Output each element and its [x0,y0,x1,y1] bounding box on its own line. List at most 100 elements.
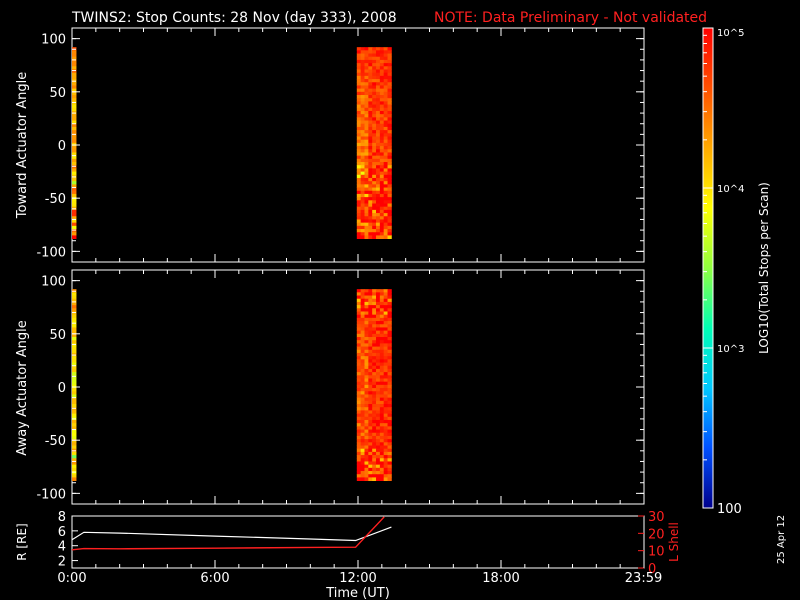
heatmap-cell [376,317,381,322]
heatmap-cell [356,82,362,86]
heatmap-cell [360,397,365,402]
heatmap-cell [383,66,388,70]
heatmap-cell [356,432,362,437]
heatmap-cell [379,378,385,383]
heatmap-cell [364,75,369,80]
heatmap-cell [372,451,377,456]
heatmap-cell [72,213,77,217]
heatmap-cell [383,365,388,370]
heatmap-cell [72,477,77,481]
lshell-tick-label: 0 [648,562,656,577]
heatmap-cell [360,203,365,208]
heatmap-cell [72,474,77,478]
y-tick-label: 100 [41,275,66,290]
heatmap-cell [368,435,373,440]
heatmap-cell [356,104,362,109]
heatmap-cell [376,101,381,105]
heatmap-cell [356,292,362,296]
heatmap-cell [383,442,388,446]
heatmap-cell [376,381,381,386]
heatmap-cell [364,356,369,360]
heatmap-cell [360,314,365,319]
heatmap-cell [383,213,388,217]
heatmap-cell [372,136,377,141]
heatmap-cell [376,222,381,227]
heatmap-cell [376,333,381,338]
heatmap-cell [383,404,388,408]
heatmap-cell [368,432,373,437]
heatmap-cell [356,235,362,239]
heatmap-cell [372,225,377,230]
heatmap-cell [364,126,369,131]
heatmap-cell [364,133,369,137]
heatmap-cell [368,117,373,121]
heatmap-cell [387,352,392,357]
heatmap-cell [356,413,362,418]
heatmap-cell [379,311,385,316]
heatmap-cell [368,79,373,83]
heatmap-cell [372,378,377,383]
heatmap-cell [387,152,392,157]
heatmap-cell [368,461,373,466]
heatmap-cell [356,171,362,176]
heatmap-cell [387,165,392,169]
heatmap-cell [72,301,77,306]
heatmap-cell [360,455,365,459]
heatmap-cell [379,289,385,293]
heatmap-cell [368,174,373,179]
figure-title: TWINS2: Stop Counts: 28 Nov (day 333), 2… [71,10,397,26]
heatmap-cell [368,75,373,80]
heatmap-cell [368,146,373,150]
heatmap-cell [364,292,369,296]
heatmap-cell [387,88,392,93]
heatmap-cell [72,346,77,351]
heatmap-cell [372,190,377,195]
heatmap-cell [360,292,365,296]
heatmap-cell [368,184,373,188]
heatmap-cell [356,139,362,144]
heatmap-cell [372,432,377,437]
heatmap-cell [364,56,369,61]
heatmap-cell [368,219,373,224]
away-heatmap-cells [72,289,392,481]
heatmap-cell [376,133,381,137]
heatmap-cell [372,426,377,430]
heatmap-cell [379,85,385,90]
heatmap-cell [372,375,377,379]
heatmap-cell [360,340,365,344]
heatmap-cell [364,101,369,105]
heatmap-cell [360,197,365,201]
heatmap-cell [368,375,373,379]
heatmap-cell [379,126,385,131]
heatmap-cell [360,104,365,109]
heatmap-cell [368,177,373,182]
heatmap-cell [72,203,77,208]
heatmap-cell [356,85,362,90]
heatmap-cell [356,95,362,99]
heatmap-cell [379,448,385,453]
heatmap-cell [360,72,365,77]
heatmap-cell [356,63,362,67]
heatmap-cell [356,378,362,383]
heatmap-cell [364,308,369,312]
heatmap-cell [72,429,77,434]
heatmap-cell [379,356,385,360]
heatmap-cell [364,461,369,466]
heatmap-cell [372,59,377,64]
heatmap-cell [356,158,362,163]
heatmap-cell [376,378,381,383]
heatmap-cell [364,298,369,303]
heatmap-cell [383,158,388,163]
heatmap-cell [360,305,365,309]
heatmap-cell [356,47,362,51]
heatmap-cell [72,123,77,128]
heatmap-cell [387,142,392,147]
heatmap-cell [372,467,377,472]
heatmap-cell [376,213,381,217]
heatmap-cell [368,298,373,303]
heatmap-cell [387,171,392,176]
heatmap-cell [356,317,362,322]
heatmap-cell [372,340,377,344]
heatmap-cell [368,464,373,469]
heatmap-cell [72,458,77,462]
